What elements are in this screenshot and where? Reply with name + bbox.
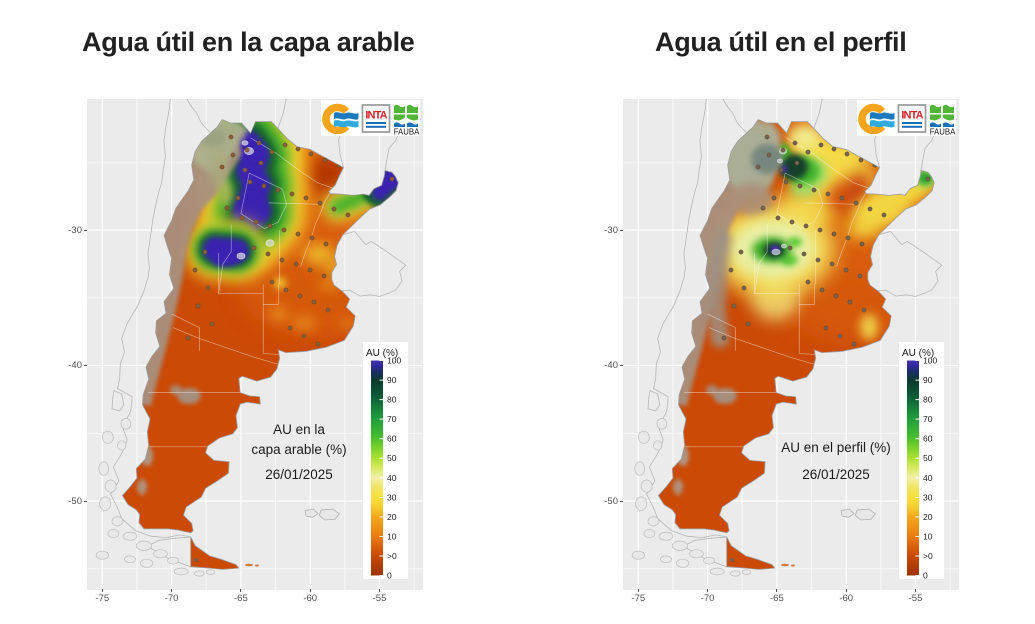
svg-text:40: 40 xyxy=(387,473,397,483)
svg-text:20: 20 xyxy=(387,512,397,522)
svg-text:26/01/2025: 26/01/2025 xyxy=(265,467,333,482)
svg-text:FAUBA: FAUBA xyxy=(930,128,956,137)
svg-text:INTA: INTA xyxy=(365,110,387,122)
svg-text:20: 20 xyxy=(923,512,933,522)
svg-text:100: 100 xyxy=(923,356,937,366)
svg-text:90: 90 xyxy=(923,375,933,385)
svg-text:>0: >0 xyxy=(923,551,933,561)
svg-text:AU (%): AU (%) xyxy=(902,348,934,359)
svg-text:FAUBA: FAUBA xyxy=(394,128,420,137)
svg-text:60: 60 xyxy=(387,434,397,444)
svg-text:30: 30 xyxy=(923,492,933,502)
svg-text:30: 30 xyxy=(387,492,397,502)
svg-text:capa arable (%): capa arable (%) xyxy=(251,442,346,457)
svg-text:0: 0 xyxy=(923,571,928,581)
svg-text:70: 70 xyxy=(387,414,397,424)
svg-text:50: 50 xyxy=(387,453,397,463)
svg-text:80: 80 xyxy=(387,395,397,405)
svg-text:10: 10 xyxy=(923,532,933,542)
svg-text:90: 90 xyxy=(387,375,397,385)
svg-text:100: 100 xyxy=(387,356,401,366)
svg-text:70: 70 xyxy=(923,414,933,424)
svg-text:AU en la: AU en la xyxy=(273,422,325,437)
svg-text:0: 0 xyxy=(387,571,392,581)
svg-text:INTA: INTA xyxy=(901,110,923,122)
svg-text:10: 10 xyxy=(387,532,397,542)
svg-text:>0: >0 xyxy=(387,551,397,561)
svg-text:60: 60 xyxy=(923,434,933,444)
svg-text:26/01/2025: 26/01/2025 xyxy=(802,467,870,482)
svg-text:AU (%): AU (%) xyxy=(366,348,398,359)
svg-text:AU en el perfil (%): AU en el perfil (%) xyxy=(781,440,891,455)
svg-text:50: 50 xyxy=(923,453,933,463)
svg-text:40: 40 xyxy=(923,473,933,483)
svg-text:80: 80 xyxy=(923,395,933,405)
